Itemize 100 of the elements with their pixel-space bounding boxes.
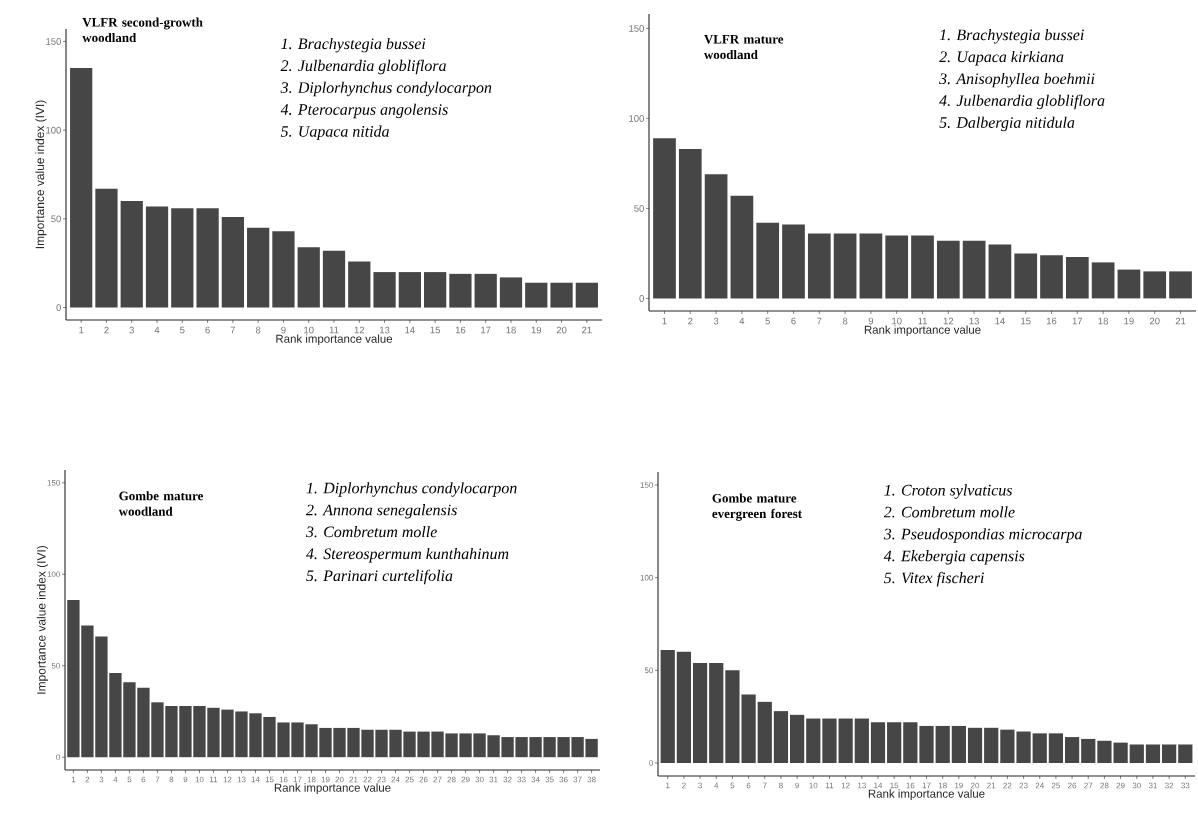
y-tick-label: 150	[629, 25, 644, 32]
bar	[692, 662, 708, 764]
x-tick-label: 19	[1124, 317, 1134, 325]
bar	[1081, 738, 1096, 764]
bar	[474, 273, 497, 308]
x-tick-label: 1	[662, 317, 667, 325]
y-tick-label: 0	[56, 304, 61, 311]
x-tick-label: 7	[230, 326, 236, 334]
bar	[773, 711, 789, 764]
x-tick-label: 9	[868, 317, 874, 325]
x-tick-label: 13	[969, 317, 979, 325]
annotation: 4. Ekebergia capensis	[883, 550, 1025, 565]
bar	[398, 272, 421, 308]
bar	[525, 282, 548, 308]
text: Gombe mature woodland	[118, 491, 204, 516]
bar	[885, 235, 909, 299]
bar	[221, 217, 244, 308]
x-tick-label: 14	[405, 326, 415, 334]
x-tick-label: 5	[765, 317, 770, 325]
x-tick-label: 12	[943, 317, 954, 325]
bar	[550, 282, 573, 308]
annotation: 1. Diplorhynchus condylocarpon	[306, 482, 517, 497]
bar	[1162, 744, 1177, 764]
bar	[936, 240, 960, 299]
annotation: 3. Anisophyllea boehmii	[939, 72, 1095, 88]
bar	[887, 722, 902, 764]
x-tick-label: 8	[842, 317, 848, 325]
bar	[653, 138, 676, 299]
x-tick-label: 17	[481, 326, 491, 334]
x-tick-label: 9	[281, 326, 286, 334]
bar	[709, 662, 724, 764]
y-axis-title: Importance value index (IVI)	[35, 100, 47, 249]
x-tick-label: 6	[791, 317, 796, 325]
bar	[903, 722, 918, 764]
bar	[1145, 744, 1161, 764]
x-tick-label: 10	[892, 317, 902, 325]
annotation: 3. Combretum molle	[305, 526, 437, 538]
x-tick-label: 18	[1098, 317, 1108, 325]
y-tick-label: 50	[51, 215, 61, 223]
x-tick-label: 2	[688, 317, 693, 325]
x-tick-label: 19	[531, 326, 542, 334]
bar	[322, 250, 346, 308]
text: Gombe mature evergreen forest	[712, 493, 802, 521]
bar	[95, 188, 118, 308]
bar	[859, 233, 883, 299]
x-tick-label: 13	[380, 326, 390, 334]
x-tick-label: 3	[129, 326, 134, 334]
annotation: 2. Annona senegalensis	[305, 504, 457, 519]
bar	[1091, 262, 1115, 299]
x-tick-label: 10	[304, 326, 314, 334]
bar	[704, 174, 728, 299]
bar	[120, 201, 143, 308]
bar	[1143, 271, 1167, 299]
x-tick-label: 8	[255, 326, 261, 334]
bar	[730, 195, 754, 299]
y-tick-label: 0	[639, 295, 644, 302]
y-tick-label: 100	[46, 126, 61, 134]
bar	[424, 272, 447, 308]
bar	[272, 231, 295, 308]
bar	[838, 718, 853, 764]
annotation: 4. Julbenardia globliflora	[939, 94, 1105, 110]
bar	[171, 208, 194, 308]
bar	[806, 718, 821, 764]
bar	[984, 727, 999, 764]
x-axis-title: Rank importance value	[276, 334, 393, 346]
x-tick-label: 11	[918, 317, 927, 325]
bar	[807, 233, 831, 299]
bar	[678, 148, 702, 299]
y-tick-label: 150	[46, 38, 61, 45]
annotation: 3. Pseudospondias microcarpa	[883, 528, 1082, 543]
bar	[911, 235, 934, 299]
bar	[1065, 256, 1089, 299]
bar	[935, 725, 950, 764]
bar	[1014, 253, 1038, 299]
bar	[756, 222, 780, 299]
y-tick-label: 100	[629, 115, 644, 122]
x-axis-title: Rank importance value	[274, 783, 391, 795]
bar	[822, 718, 837, 764]
bar	[919, 725, 934, 764]
bar	[348, 261, 371, 308]
bar	[676, 651, 691, 764]
bar	[247, 227, 270, 308]
bar	[870, 722, 886, 764]
x-tick-label: 5	[180, 326, 185, 334]
annotation: 4. Stereospermum kunthahinum	[305, 547, 509, 563]
annotation: 2. Uapaca kirkiana	[939, 50, 1064, 66]
x-tick-label: 15	[1021, 317, 1031, 325]
x-tick-label: 7	[817, 317, 822, 325]
x-tick-label: 6	[205, 326, 210, 334]
bar	[951, 725, 966, 764]
annotation: 2. Combretum molle	[883, 506, 1015, 518]
bar	[1117, 269, 1141, 299]
bar	[1040, 255, 1063, 299]
bar	[660, 649, 675, 764]
x-tick-label: 21	[582, 326, 592, 334]
chart-title: VLFR second-growth woodland	[82, 17, 203, 43]
bar	[70, 68, 93, 308]
x-tick-label: 2	[104, 326, 109, 334]
x-tick-label: 4	[739, 317, 745, 325]
bar	[1032, 733, 1047, 764]
